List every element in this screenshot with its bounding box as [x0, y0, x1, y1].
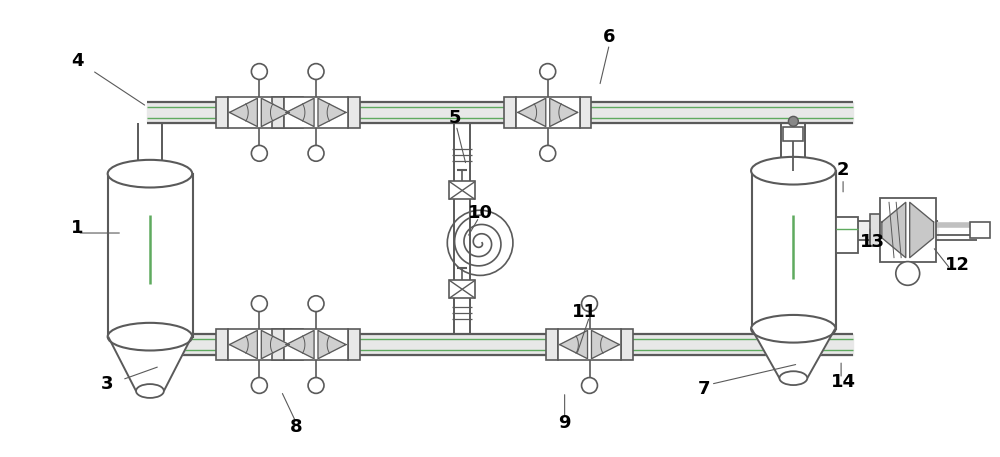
Bar [228, 329, 291, 360]
Bar [870, 214, 880, 246]
Polygon shape [591, 330, 619, 359]
Circle shape [788, 117, 798, 126]
Polygon shape [550, 98, 578, 127]
Ellipse shape [751, 157, 836, 185]
Text: 3: 3 [101, 375, 113, 393]
Polygon shape [560, 330, 588, 359]
Bar [216, 97, 228, 128]
Text: 12: 12 [945, 255, 970, 274]
Bar [880, 198, 936, 261]
Bar [970, 222, 990, 238]
Circle shape [251, 145, 267, 161]
Bar [836, 217, 858, 253]
Circle shape [582, 296, 597, 312]
Bar [348, 329, 360, 360]
Bar [449, 181, 475, 199]
Ellipse shape [751, 315, 836, 343]
Text: 1: 1 [71, 219, 84, 238]
Bar [546, 329, 558, 360]
Polygon shape [230, 98, 257, 127]
Text: 10: 10 [468, 204, 493, 222]
Circle shape [251, 64, 267, 80]
Polygon shape [318, 330, 346, 359]
Bar [108, 174, 193, 337]
Circle shape [308, 64, 324, 80]
Bar [228, 97, 291, 128]
Circle shape [308, 296, 324, 312]
Text: 2: 2 [837, 161, 849, 179]
Bar [504, 97, 516, 128]
Text: 11: 11 [572, 303, 597, 321]
Bar [284, 329, 348, 360]
Polygon shape [318, 98, 346, 127]
Polygon shape [910, 202, 934, 258]
Circle shape [540, 64, 556, 80]
Circle shape [582, 377, 597, 393]
Bar [752, 171, 836, 329]
Bar [783, 127, 803, 141]
Text: 7: 7 [698, 380, 710, 398]
Bar [516, 97, 580, 128]
Text: 8: 8 [290, 418, 302, 436]
Text: 14: 14 [831, 373, 856, 391]
Ellipse shape [108, 323, 192, 351]
Bar [216, 329, 228, 360]
Text: 13: 13 [860, 233, 885, 251]
Bar [291, 329, 303, 360]
Polygon shape [108, 337, 192, 391]
Ellipse shape [779, 371, 807, 385]
Text: 6: 6 [603, 27, 616, 46]
Text: 4: 4 [71, 53, 84, 70]
Bar [284, 97, 348, 128]
Polygon shape [286, 330, 314, 359]
Bar [291, 97, 303, 128]
Bar [272, 329, 284, 360]
Circle shape [308, 145, 324, 161]
Polygon shape [286, 98, 314, 127]
Bar [449, 280, 475, 298]
Ellipse shape [136, 384, 164, 398]
Polygon shape [518, 98, 546, 127]
Text: 9: 9 [558, 414, 571, 431]
Polygon shape [261, 330, 289, 359]
Ellipse shape [108, 160, 192, 187]
Bar [558, 329, 621, 360]
Polygon shape [752, 329, 835, 378]
Circle shape [251, 296, 267, 312]
Circle shape [896, 261, 920, 285]
Bar [272, 97, 284, 128]
Polygon shape [261, 98, 289, 127]
Circle shape [308, 377, 324, 393]
Bar [580, 97, 591, 128]
Circle shape [251, 377, 267, 393]
Circle shape [540, 145, 556, 161]
Text: 5: 5 [449, 109, 462, 127]
Bar [348, 97, 360, 128]
Polygon shape [882, 202, 906, 258]
Polygon shape [230, 330, 257, 359]
Bar [621, 329, 633, 360]
